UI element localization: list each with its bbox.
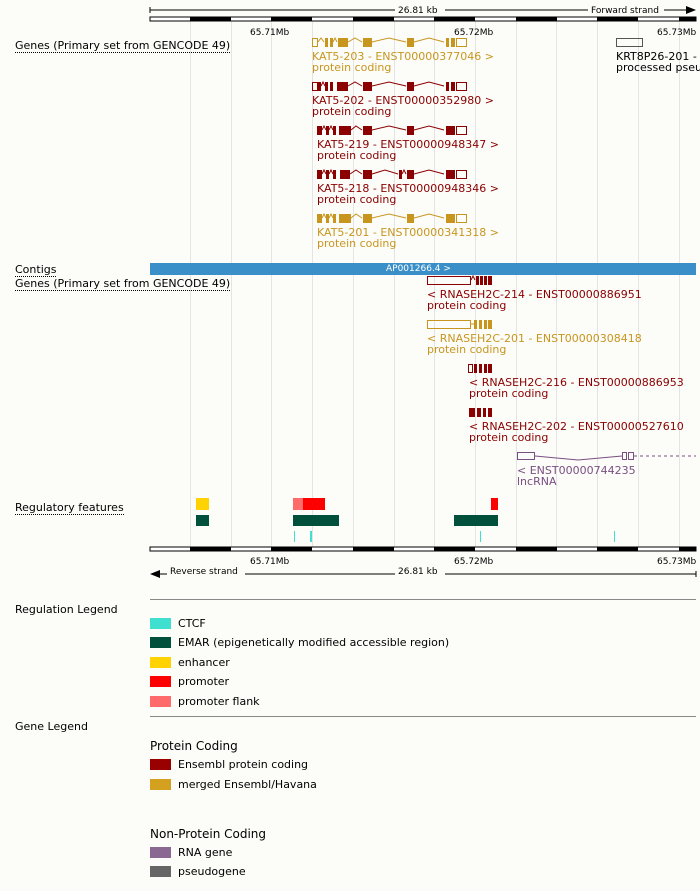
transcript-biotype: processed pseud [616,62,700,73]
tick-label: 65.71Mb [250,557,290,567]
transcript-label[interactable]: < RNASEH2C-216 - ENST00000886953 [469,376,684,389]
legend-swatch-promoter [150,676,171,687]
legend-label: pseudogene [178,865,246,878]
transcript-label[interactable]: < RNASEH2C-214 - ENST00000886951 [427,288,642,301]
transcript-biotype: protein coding [427,299,507,312]
legend-swatch-pseudogene [150,866,171,877]
legend-swatch-merged-ensembl-havana [150,779,171,790]
ruler-bottom-graphic [149,546,697,578]
track-label-contigs[interactable]: Contigs [15,263,57,277]
transcript-biotype: protein coding [317,149,397,162]
gridline [597,20,598,548]
tick-label: 65.73Mb [657,28,697,38]
strand-label: Forward strand [591,6,659,16]
gridline [638,20,639,548]
transcript-label[interactable]: KAT5-202 - ENST00000352980 > [312,94,494,107]
transcript-label[interactable]: < ENST00000744235 [517,464,636,477]
legend-label: Ensembl protein coding [178,758,309,771]
transcript-label[interactable]: < RNASEH2C-201 - ENST00000308418 [427,332,642,345]
forward-transcripts-graphic[interactable] [0,0,700,260]
legend-label: promoter flank [178,695,260,708]
reverse-transcripts-graphic[interactable] [0,0,700,500]
gridline [190,20,191,548]
strand-label: Reverse strand [170,567,238,577]
legend-label: promoter [178,675,230,688]
transcript-label[interactable]: KAT5-218 - ENST00000948346 > [317,182,499,195]
legend-label: CTCF [178,617,206,630]
track-label-genes-reverse[interactable]: Genes (Primary set from GENCODE 49) [15,277,231,291]
gridline [312,20,313,548]
transcript-biotype: protein coding [427,343,507,356]
gridline [353,20,354,548]
track-label-genes-forward[interactable]: Genes (Primary set from GENCODE 49) [15,39,231,53]
transcript-biotype: lncRNA [517,475,557,488]
transcript-label[interactable]: < RNASEH2C-202 - ENST00000527610 [469,420,684,433]
protein-coding-title: Protein Coding [150,739,238,753]
transcript-biotype: protein coding [312,61,392,74]
legend-swatch-rna-gene [150,847,171,858]
gridline [556,20,557,548]
gridline [516,20,517,548]
legend-label: enhancer [178,656,230,669]
transcript-label[interactable]: KRT8P26-201 - E [616,51,700,62]
gene-legend-title: Gene Legend [15,720,88,733]
transcript-biotype: protein coding [312,105,392,118]
divider [150,716,696,717]
legend-label: EMAR (epigenetically modified accessible… [178,636,450,649]
legend-label: merged Ensembl/Havana [178,778,317,791]
gridline [271,20,272,548]
divider [150,599,696,600]
legend-swatch-emar [150,637,171,648]
transcript-label[interactable]: KAT5-201 - ENST00000341318 > [317,226,499,239]
tick-label: 65.72Mb [454,28,494,38]
legend-swatch-ensembl-protein-coding [150,759,171,770]
transcript-biotype: protein coding [469,387,549,400]
tick-label: 65.72Mb [454,557,494,567]
regulatory-features-graphic[interactable] [0,0,700,560]
contig-bar[interactable]: AP001266.4 > [150,263,696,275]
non-coding-title: Non-Protein Coding [150,827,267,841]
regulation-legend-title: Regulation Legend [15,603,118,616]
transcript-biotype: protein coding [317,193,397,206]
ruler-length: 26.81 kb [398,567,438,577]
legend-swatch-promoter-flank [150,696,171,707]
ruler-length: 26.81 kb [398,6,438,16]
track-label-regulatory[interactable]: Regulatory features [15,501,124,515]
legend-label: RNA gene [178,846,233,859]
transcript-label[interactable]: KAT5-219 - ENST00000948347 > [317,138,499,151]
transcript-label[interactable]: KAT5-203 - ENST00000377046 > [312,50,494,63]
transcript-biotype: protein coding [317,237,397,250]
gridline [475,20,476,548]
tick-label: 65.73Mb [657,557,697,567]
tick-label: 65.71Mb [250,28,290,38]
gridline [394,20,395,548]
transcript-biotype: protein coding [469,431,549,444]
contig-label: AP001266.4 > [386,264,451,274]
gridline [231,20,232,548]
ruler-top-graphic [149,6,697,22]
gridline [679,20,680,548]
legend-swatch-enhancer [150,657,171,668]
legend-swatch-ctcf [150,618,171,629]
